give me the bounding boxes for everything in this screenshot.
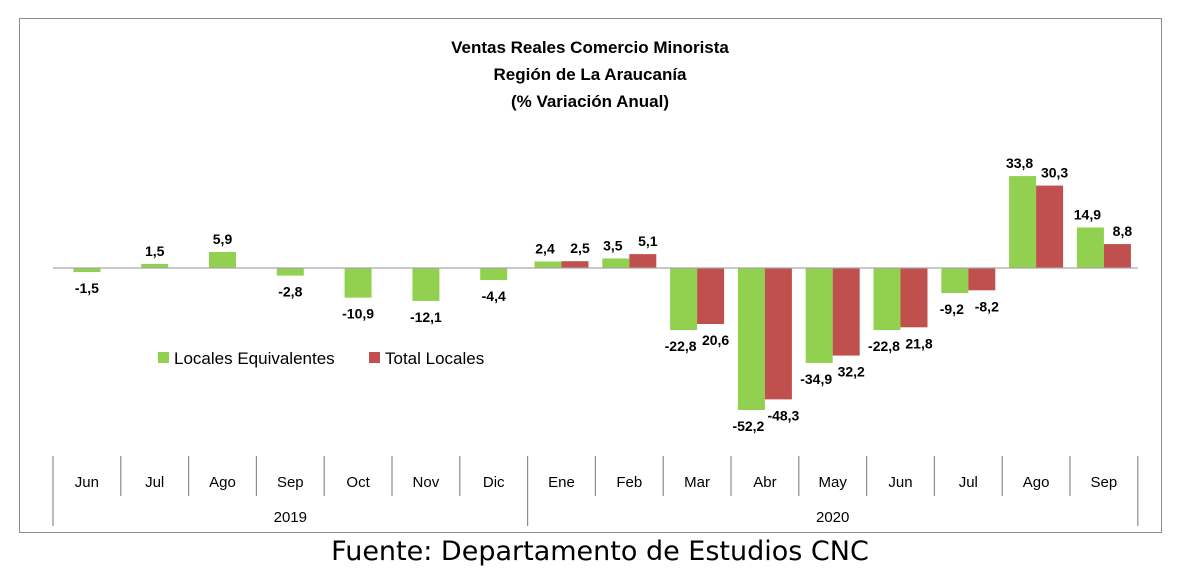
bar-total-locales	[697, 268, 725, 325]
data-label: -9,2	[940, 301, 964, 317]
bar-locales-equivalentes	[737, 268, 765, 410]
bar-total-locales	[1103, 244, 1131, 268]
data-label: 2,4	[535, 240, 555, 256]
legend-label: Total Locales	[385, 349, 484, 368]
data-label: 30,3	[1041, 165, 1068, 181]
x-tick-label: Feb	[616, 474, 642, 491]
bar-locales-equivalentes	[805, 268, 833, 363]
x-tick-label: Sep	[1091, 474, 1118, 491]
x-tick-label: Dic	[483, 474, 505, 491]
chart-title-line: (% Variación Anual)	[511, 92, 669, 111]
bar-locales-equivalentes	[602, 258, 630, 268]
data-label: -12,1	[410, 309, 442, 325]
data-label: -34,9	[800, 371, 832, 387]
x-tick-label: Sep	[277, 474, 304, 491]
bar-total-locales	[561, 261, 589, 268]
bar-locales-equivalentes	[141, 263, 169, 268]
x-tick-label: May	[819, 474, 848, 491]
data-label: -48,3	[767, 407, 799, 423]
bar-locales-equivalentes	[276, 268, 304, 276]
x-tick-label: Mar	[684, 474, 710, 491]
bar-locales-equivalentes	[1009, 176, 1037, 268]
bar-locales-equivalentes	[344, 268, 372, 298]
x-tick-label: Oct	[346, 474, 370, 491]
bar-locales-equivalentes	[670, 268, 698, 331]
x-tick-label: Jun	[75, 474, 99, 491]
bar-total-locales	[1036, 185, 1064, 268]
data-label: -4,4	[482, 288, 506, 304]
bar-locales-equivalentes	[412, 268, 440, 301]
source-note: Fuente: Departamento de Estudios CNC	[331, 536, 869, 567]
bar-locales-equivalentes	[873, 268, 901, 331]
bar-total-locales	[900, 268, 928, 328]
data-label: -10,9	[342, 306, 374, 322]
data-label: 2,5	[570, 240, 590, 256]
bar-total-locales	[968, 268, 996, 291]
data-label: 1,5	[145, 243, 165, 259]
bar-locales-equivalentes	[73, 268, 101, 273]
legend-swatch-total-locales	[369, 352, 380, 363]
chart-frame: Ventas Reales Comercio Minorista Región d…	[19, 18, 1162, 533]
data-label: -22,8	[665, 338, 697, 354]
data-label: 32,2	[838, 364, 865, 380]
bar-locales-equivalentes	[209, 251, 236, 268]
data-label: 5,9	[213, 231, 233, 247]
chart-title-line: Región de La Araucanía	[493, 65, 687, 84]
x-tick-label: Abr	[753, 474, 776, 491]
x-tick-label: Jun	[888, 474, 912, 491]
bar-locales-equivalentes	[1076, 227, 1104, 268]
bar-total-locales	[629, 254, 657, 268]
x-tick-label: Ago	[1023, 474, 1050, 491]
data-label: 21,8	[905, 335, 932, 351]
data-label: 14,9	[1074, 206, 1101, 222]
data-label: -52,2	[732, 418, 764, 434]
data-label: -22,8	[868, 338, 900, 354]
legend-swatch-locales-equivalentes	[158, 352, 169, 363]
data-label: 8,8	[1113, 223, 1133, 239]
chart-svg: Ventas Reales Comercio Minorista Región d…	[52, 38, 1139, 526]
chart-title-line: Ventas Reales Comercio Minorista	[451, 38, 729, 57]
x-group-label: 2019	[274, 509, 307, 526]
data-label: 33,8	[1006, 155, 1033, 171]
data-label: 20,6	[702, 332, 729, 348]
data-label: 3,5	[603, 237, 623, 253]
bar-locales-equivalentes	[480, 268, 508, 280]
bar-total-locales	[764, 268, 792, 400]
data-label: -1,5	[75, 280, 99, 296]
x-tick-label: Jul	[145, 474, 164, 491]
data-label: -8,2	[975, 298, 999, 314]
data-label: -2,8	[278, 284, 302, 300]
legend-label: Locales Equivalentes	[174, 349, 335, 368]
x-tick-label: Ago	[209, 474, 236, 491]
x-tick-label: Nov	[413, 474, 440, 491]
bar-total-locales	[832, 268, 860, 356]
bar-locales-equivalentes	[941, 268, 969, 294]
data-label: 5,1	[638, 233, 658, 249]
x-group-label: 2020	[816, 509, 849, 526]
bar-locales-equivalentes	[534, 261, 562, 268]
x-tick-label: Ene	[548, 474, 575, 491]
x-tick-label: Jul	[959, 474, 978, 491]
